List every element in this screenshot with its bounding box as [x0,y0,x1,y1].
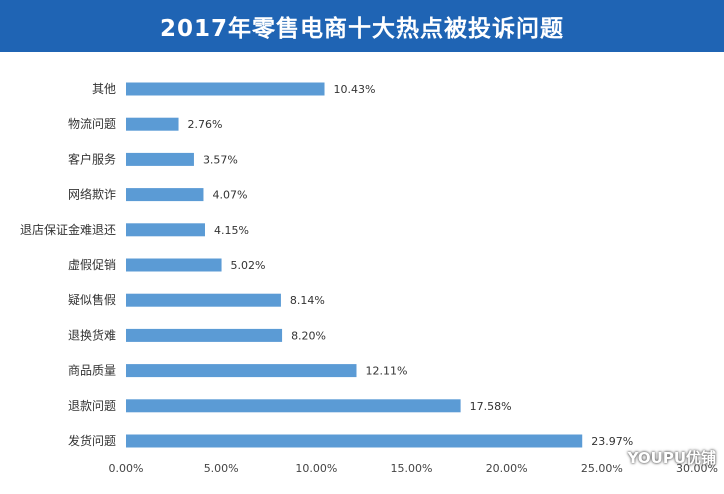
title-banner: 2017年零售电商十大热点被投诉问题 [0,0,724,52]
bar [126,259,222,272]
x-tick-label: 0.00% [109,462,144,475]
data-label: 8.14% [290,294,325,307]
chart-title: 2017年零售电商十大热点被投诉问题 [160,9,564,43]
chart-area: 其他 10.43% 物流问题 2.76% 客户服务 3.57% 网络欺诈 4.07% 退店保证金… [0,52,724,490]
data-label: 3.57% [203,153,238,166]
bar [126,294,281,307]
data-label: 4.15% [214,224,249,237]
category-label: 客户服务 [68,151,116,166]
category-label: 发货问题 [68,433,116,448]
watermark: YOUPU优铺 [602,447,716,468]
x-tick-label: 10.00% [295,462,337,475]
category-label: 商品质量 [68,363,116,378]
data-label: 10.43% [334,83,376,96]
bar [126,364,356,377]
category-label: 网络欺诈 [68,187,116,202]
category-label: 退店保证金难退还 [20,222,116,237]
category-label: 其他 [92,82,116,96]
category-label: 退款问题 [68,399,116,413]
category-label: 疑似售假 [68,292,116,307]
bar [126,329,282,342]
data-label: 12.11% [365,365,407,378]
bar [126,153,194,166]
category-label: 退换货难 [68,327,116,342]
data-label: 5.02% [231,259,266,272]
data-label: 17.58% [470,400,512,413]
data-label: 4.07% [212,189,247,202]
category-label: 虚假促销 [68,258,116,272]
data-label: 2.76% [188,118,223,131]
bar [126,118,179,131]
bar [126,399,461,412]
bar [126,223,205,236]
bar [126,83,325,96]
x-tick-label: 5.00% [204,462,239,475]
bar [126,435,582,448]
bar-chart: 其他 10.43% 物流问题 2.76% 客户服务 3.57% 网络欺诈 4.07% 退店保证金… [0,52,724,490]
data-label: 8.20% [291,329,326,342]
wechat-icon [602,449,624,467]
watermark-text: YOUPU优铺 [628,447,716,468]
x-tick-label: 15.00% [391,462,433,475]
x-tick-label: 20.00% [486,462,528,475]
bar [126,188,203,201]
category-label: 物流问题 [68,117,116,131]
